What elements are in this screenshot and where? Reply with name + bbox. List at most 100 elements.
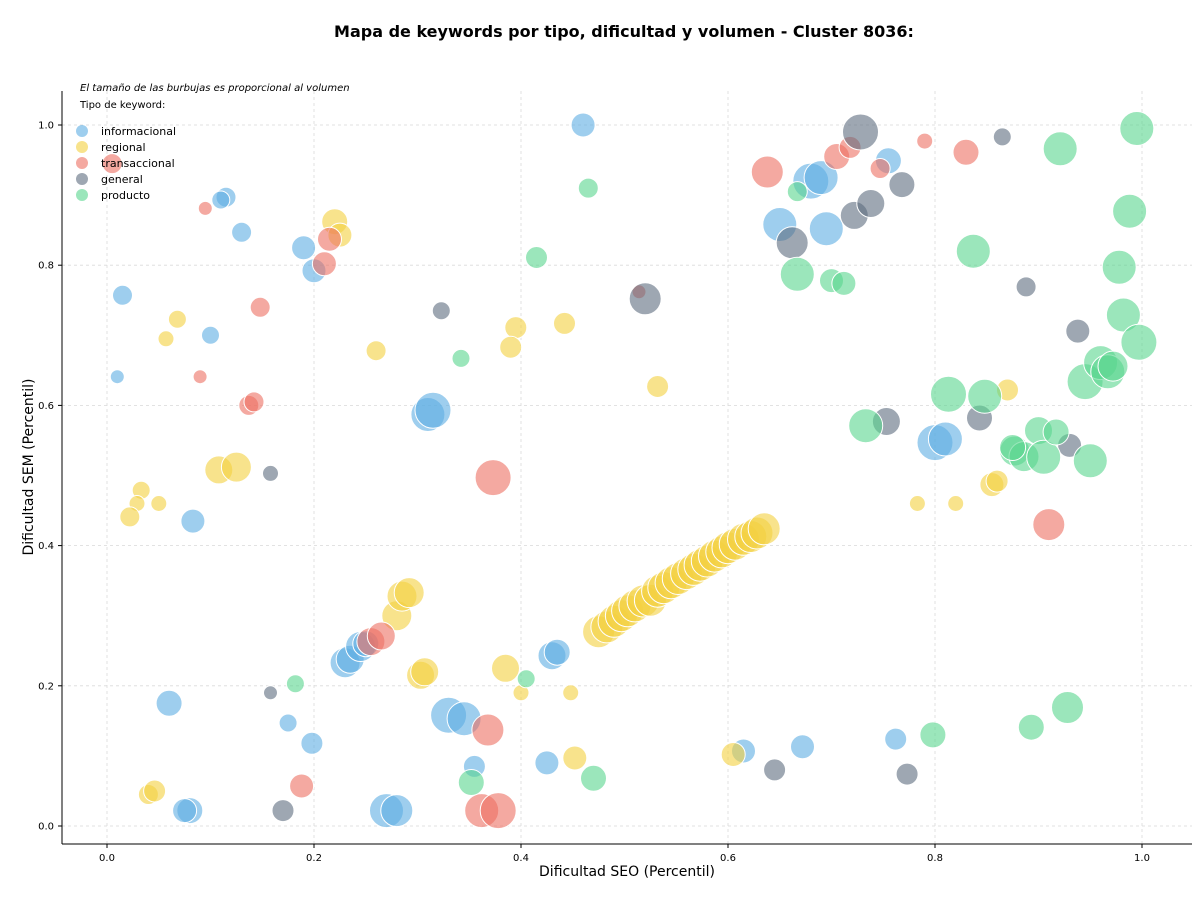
bubble-general bbox=[628, 282, 662, 316]
y-tick-label: 0.0 bbox=[38, 822, 54, 833]
bubble-regional bbox=[491, 653, 520, 683]
bubble-general bbox=[262, 464, 279, 482]
bubble-general bbox=[775, 226, 809, 260]
bubble-transaccional bbox=[869, 158, 891, 179]
bubble-producto bbox=[848, 408, 884, 444]
bubble-producto bbox=[955, 233, 991, 269]
bubble-transaccional bbox=[317, 226, 342, 252]
bubble-general bbox=[856, 189, 886, 218]
bubble-informacional bbox=[109, 369, 125, 385]
bubble-regional bbox=[747, 512, 781, 546]
legend-marker-regional bbox=[76, 141, 88, 153]
bubble-producto bbox=[786, 181, 808, 203]
bubble-general bbox=[263, 685, 278, 701]
bubble-transaccional bbox=[1032, 508, 1066, 542]
y-tick-label: 0.8 bbox=[38, 261, 54, 272]
y-tick-label: 0.6 bbox=[38, 401, 54, 412]
bubble-regional bbox=[985, 469, 1009, 493]
bubble-general bbox=[763, 758, 787, 782]
bubble-transaccional bbox=[192, 369, 208, 385]
bubble-regional bbox=[393, 577, 425, 609]
bubble-producto bbox=[457, 769, 485, 796]
bubble-transaccional bbox=[471, 713, 505, 747]
bubble-regional bbox=[499, 335, 523, 359]
bubble-producto bbox=[1017, 713, 1045, 741]
bubble-producto bbox=[779, 256, 815, 292]
bubble-informacional bbox=[884, 727, 908, 751]
bubble-producto bbox=[999, 434, 1027, 461]
bubble-transaccional bbox=[311, 251, 337, 277]
bubble-producto bbox=[1119, 111, 1155, 146]
bubble-informacional bbox=[380, 794, 414, 828]
bubble-producto bbox=[930, 375, 967, 413]
bubble-informacional bbox=[808, 211, 844, 247]
bubble-producto bbox=[1101, 249, 1137, 285]
bubble-regional bbox=[947, 495, 965, 512]
bubble-informacional bbox=[180, 508, 206, 534]
bubble-transaccional bbox=[750, 155, 784, 189]
x-axis-label: Dificultad SEO (Percentil) bbox=[539, 864, 715, 880]
bubble-transaccional bbox=[243, 391, 265, 413]
bubble-general bbox=[271, 799, 295, 823]
bubble-informacional bbox=[534, 750, 560, 776]
bubble-producto bbox=[580, 764, 607, 792]
legend-label-regional: regional bbox=[101, 141, 146, 154]
bubble-producto bbox=[1112, 193, 1148, 229]
legend-label-general: general bbox=[101, 173, 143, 186]
bubble-general bbox=[431, 301, 451, 321]
legend-marker-transaccional bbox=[76, 157, 88, 169]
bubble-informacional bbox=[201, 325, 220, 345]
axes: 0.0 0.2 0.4 0.6 0.8 1.0 0.0 0.2 0.4 0.6 0.8 1.0 bbox=[38, 91, 1192, 864]
x-tick-label: 0.2 bbox=[306, 853, 322, 864]
bubble-transaccional bbox=[474, 459, 512, 497]
bubble-regional bbox=[504, 316, 528, 340]
bubble-producto bbox=[516, 669, 536, 689]
y-tick-label: 0.4 bbox=[38, 541, 54, 552]
bubble-informacional bbox=[414, 391, 452, 429]
bubble-regional bbox=[150, 495, 168, 512]
legend-marker-informacional bbox=[76, 125, 88, 137]
bubble-transaccional bbox=[916, 132, 934, 150]
bubble-transaccional bbox=[249, 296, 271, 318]
bubble-regional bbox=[143, 779, 167, 803]
bubble-producto bbox=[1120, 323, 1158, 361]
bubble-regional bbox=[365, 340, 387, 362]
legend-label-informacional: informacional bbox=[101, 125, 176, 138]
bubble-producto bbox=[1042, 131, 1078, 167]
bubble-regional bbox=[157, 330, 175, 348]
bubble-informacional bbox=[790, 734, 815, 760]
bubble-regional bbox=[220, 451, 252, 483]
bubble-informacional bbox=[211, 190, 231, 210]
bubble-regional bbox=[908, 495, 926, 512]
bubble-informacional bbox=[300, 731, 324, 755]
bubble-general bbox=[1015, 276, 1037, 298]
bubble-regional bbox=[553, 311, 576, 335]
bubble-regional bbox=[562, 745, 588, 771]
x-tick-label: 0.4 bbox=[513, 853, 529, 864]
bubble-general bbox=[895, 762, 919, 786]
bubble-producto bbox=[1072, 443, 1108, 479]
bubble-regional bbox=[119, 506, 141, 528]
bubble-general bbox=[888, 171, 916, 199]
legend-marker-general bbox=[76, 173, 88, 185]
bubble-general bbox=[1065, 318, 1091, 344]
bubble-informacional bbox=[803, 160, 839, 196]
bubble-regional bbox=[167, 309, 187, 329]
bubble-producto bbox=[451, 348, 471, 368]
bubble-informacional bbox=[927, 421, 963, 457]
bubble-regional bbox=[646, 375, 670, 398]
y-tick-label: 1.0 bbox=[38, 121, 54, 132]
bubble-regional bbox=[562, 684, 580, 702]
x-tick-label: 0.0 bbox=[99, 853, 115, 864]
bubble-general bbox=[992, 127, 1012, 147]
bubble-informacional bbox=[543, 638, 571, 666]
bubble-informacional bbox=[172, 798, 198, 824]
bubble-general bbox=[842, 113, 879, 151]
bubble-informacional bbox=[570, 112, 596, 138]
bubble-informacional bbox=[278, 713, 298, 733]
bubble-transaccional bbox=[952, 138, 980, 166]
bubble-size-note: El tamaño de las burbujas es proporciona… bbox=[80, 83, 350, 94]
y-tick-label: 0.2 bbox=[38, 681, 54, 692]
bubble-producto bbox=[831, 270, 857, 296]
